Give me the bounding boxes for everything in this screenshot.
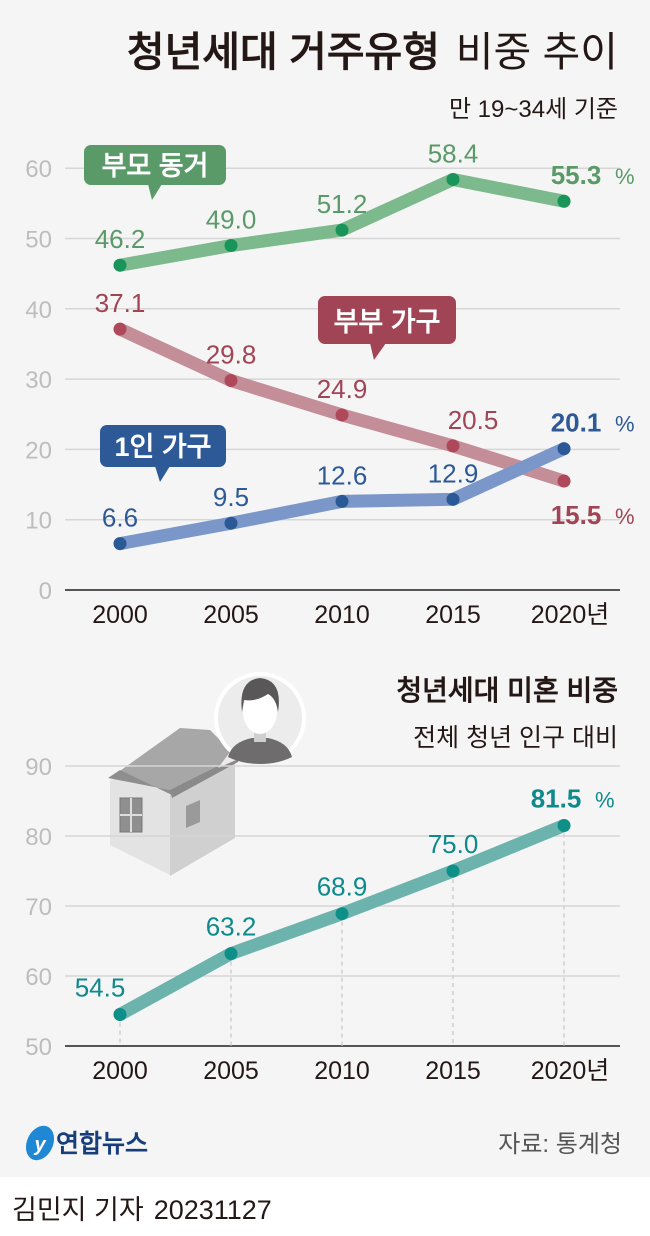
data-label: 6.6 [102, 503, 138, 533]
infographic: 청년세대 거주유형 비중 추이 만 19~34세 기준 청년세대 미혼 비중 전… [25, 29, 635, 1161]
yonhap-logo: y 연합뉴스 [25, 1125, 148, 1161]
chart2-xtick-label: 2005 [203, 1057, 259, 1085]
chart1-xtick-label: 2015 [425, 601, 481, 629]
date: 20231127 [153, 1195, 272, 1225]
data-point [113, 322, 127, 336]
chart2-ytick-label: 50 [25, 1034, 52, 1061]
data-label: 58.4 [428, 138, 479, 168]
data-label: 12.9 [428, 458, 479, 488]
unit-label: % [595, 788, 615, 813]
byline: 김민지 기자 20231127 [12, 1188, 272, 1227]
chart-subtitle: 만 19~34세 기준 [449, 96, 618, 123]
data-point [446, 439, 460, 453]
data-point [335, 907, 349, 921]
data-point [557, 819, 571, 832]
data-label: 68.9 [317, 872, 368, 902]
chart1-ytick-label: 0 [39, 578, 52, 605]
chart1-ytick-label: 50 [25, 227, 52, 254]
data-label: 55.3 [551, 160, 602, 190]
legend-label-couple: 부부 가구 [334, 307, 441, 337]
chart2-ytick-label: 60 [25, 964, 52, 991]
chart-canvas: 청년세대 거주유형 비중 추이 만 19~34세 기준 청년세대 미혼 비중 전… [25, 29, 635, 1161]
data-label: 20.1 [551, 408, 602, 438]
chart1-ytick-label: 30 [25, 367, 52, 394]
data-point [335, 408, 349, 422]
data-point [446, 492, 460, 506]
data-label: 20.5 [448, 405, 499, 435]
data-point [224, 516, 238, 530]
data-label: 29.8 [206, 340, 257, 370]
data-point [446, 864, 460, 878]
chart2-ytick-label: 90 [25, 754, 52, 781]
data-point [224, 239, 238, 253]
house-icon [108, 728, 240, 876]
data-point [224, 374, 238, 388]
data-point [335, 494, 349, 508]
chart2-subtitle: 전체 청년 인구 대비 [413, 724, 618, 752]
svg-text:y: y [33, 1134, 46, 1156]
data-label: 9.5 [213, 482, 249, 512]
chart-title: 청년세대 거주유형 [127, 29, 440, 75]
data-label: 24.9 [317, 374, 368, 404]
chart-title-light: 비중 추이 [456, 29, 618, 75]
unit-label: % [615, 412, 635, 437]
data-point [113, 1008, 127, 1021]
data-label: 46.2 [95, 224, 146, 254]
chart1-xtick-label: 2005 [203, 601, 259, 629]
data-point [557, 194, 571, 208]
data-label: 51.2 [317, 189, 368, 219]
data-point [113, 537, 127, 551]
data-label: 54.5 [75, 973, 126, 1003]
chart1-xtick-label: 2010 [314, 601, 370, 629]
data-label: 15.5 [551, 500, 602, 530]
author: 김민지 기자 [12, 1195, 144, 1225]
data-point [557, 442, 571, 456]
chart1-ytick-label: 10 [25, 508, 52, 535]
legend-label-single: 1인 가구 [114, 432, 211, 462]
data-label: 75.0 [428, 829, 479, 859]
data-point [446, 172, 460, 186]
data-point [557, 474, 571, 488]
data-label: 12.6 [317, 460, 368, 490]
data-label: 81.5 [531, 784, 582, 814]
chart1-ytick-label: 60 [25, 156, 52, 183]
data-label: 49.0 [206, 205, 257, 235]
chart2-xtick-label: 2000 [92, 1057, 148, 1085]
legend-bubble-couple: 부부 가구 [318, 296, 456, 360]
data-point [113, 258, 127, 272]
legend-bubble-single: 1인 가구 [100, 425, 226, 482]
person-avatar-icon [214, 672, 306, 768]
chart2-xtick-label: 2020년 [531, 1057, 610, 1085]
unit-label: % [615, 504, 635, 529]
chart1-ytick-label: 40 [25, 297, 52, 324]
data-label: 37.1 [95, 288, 146, 318]
data-label: 63.2 [206, 912, 257, 942]
chart2-xtick-label: 2015 [425, 1057, 481, 1085]
chart1-xtick-label: 2020년 [531, 601, 610, 629]
chart2-ytick-label: 80 [25, 824, 52, 851]
source-note: 자료: 통계청 [498, 1131, 622, 1158]
data-point [224, 947, 238, 961]
legend-bubble-parents: 부모 동거 [84, 145, 226, 200]
logo-text: 연합뉴스 [56, 1130, 148, 1158]
chart2-xtick-label: 2010 [314, 1057, 370, 1085]
legend-label-parents: 부모 동거 [102, 151, 209, 181]
chart2-ytick-label: 70 [25, 894, 52, 921]
chart2-title: 청년세대 미혼 비중 [396, 675, 618, 706]
chart1-xtick-label: 2000 [92, 601, 148, 629]
data-point [335, 223, 349, 237]
unit-label: % [615, 164, 635, 189]
chart1-ytick-label: 20 [25, 437, 52, 464]
